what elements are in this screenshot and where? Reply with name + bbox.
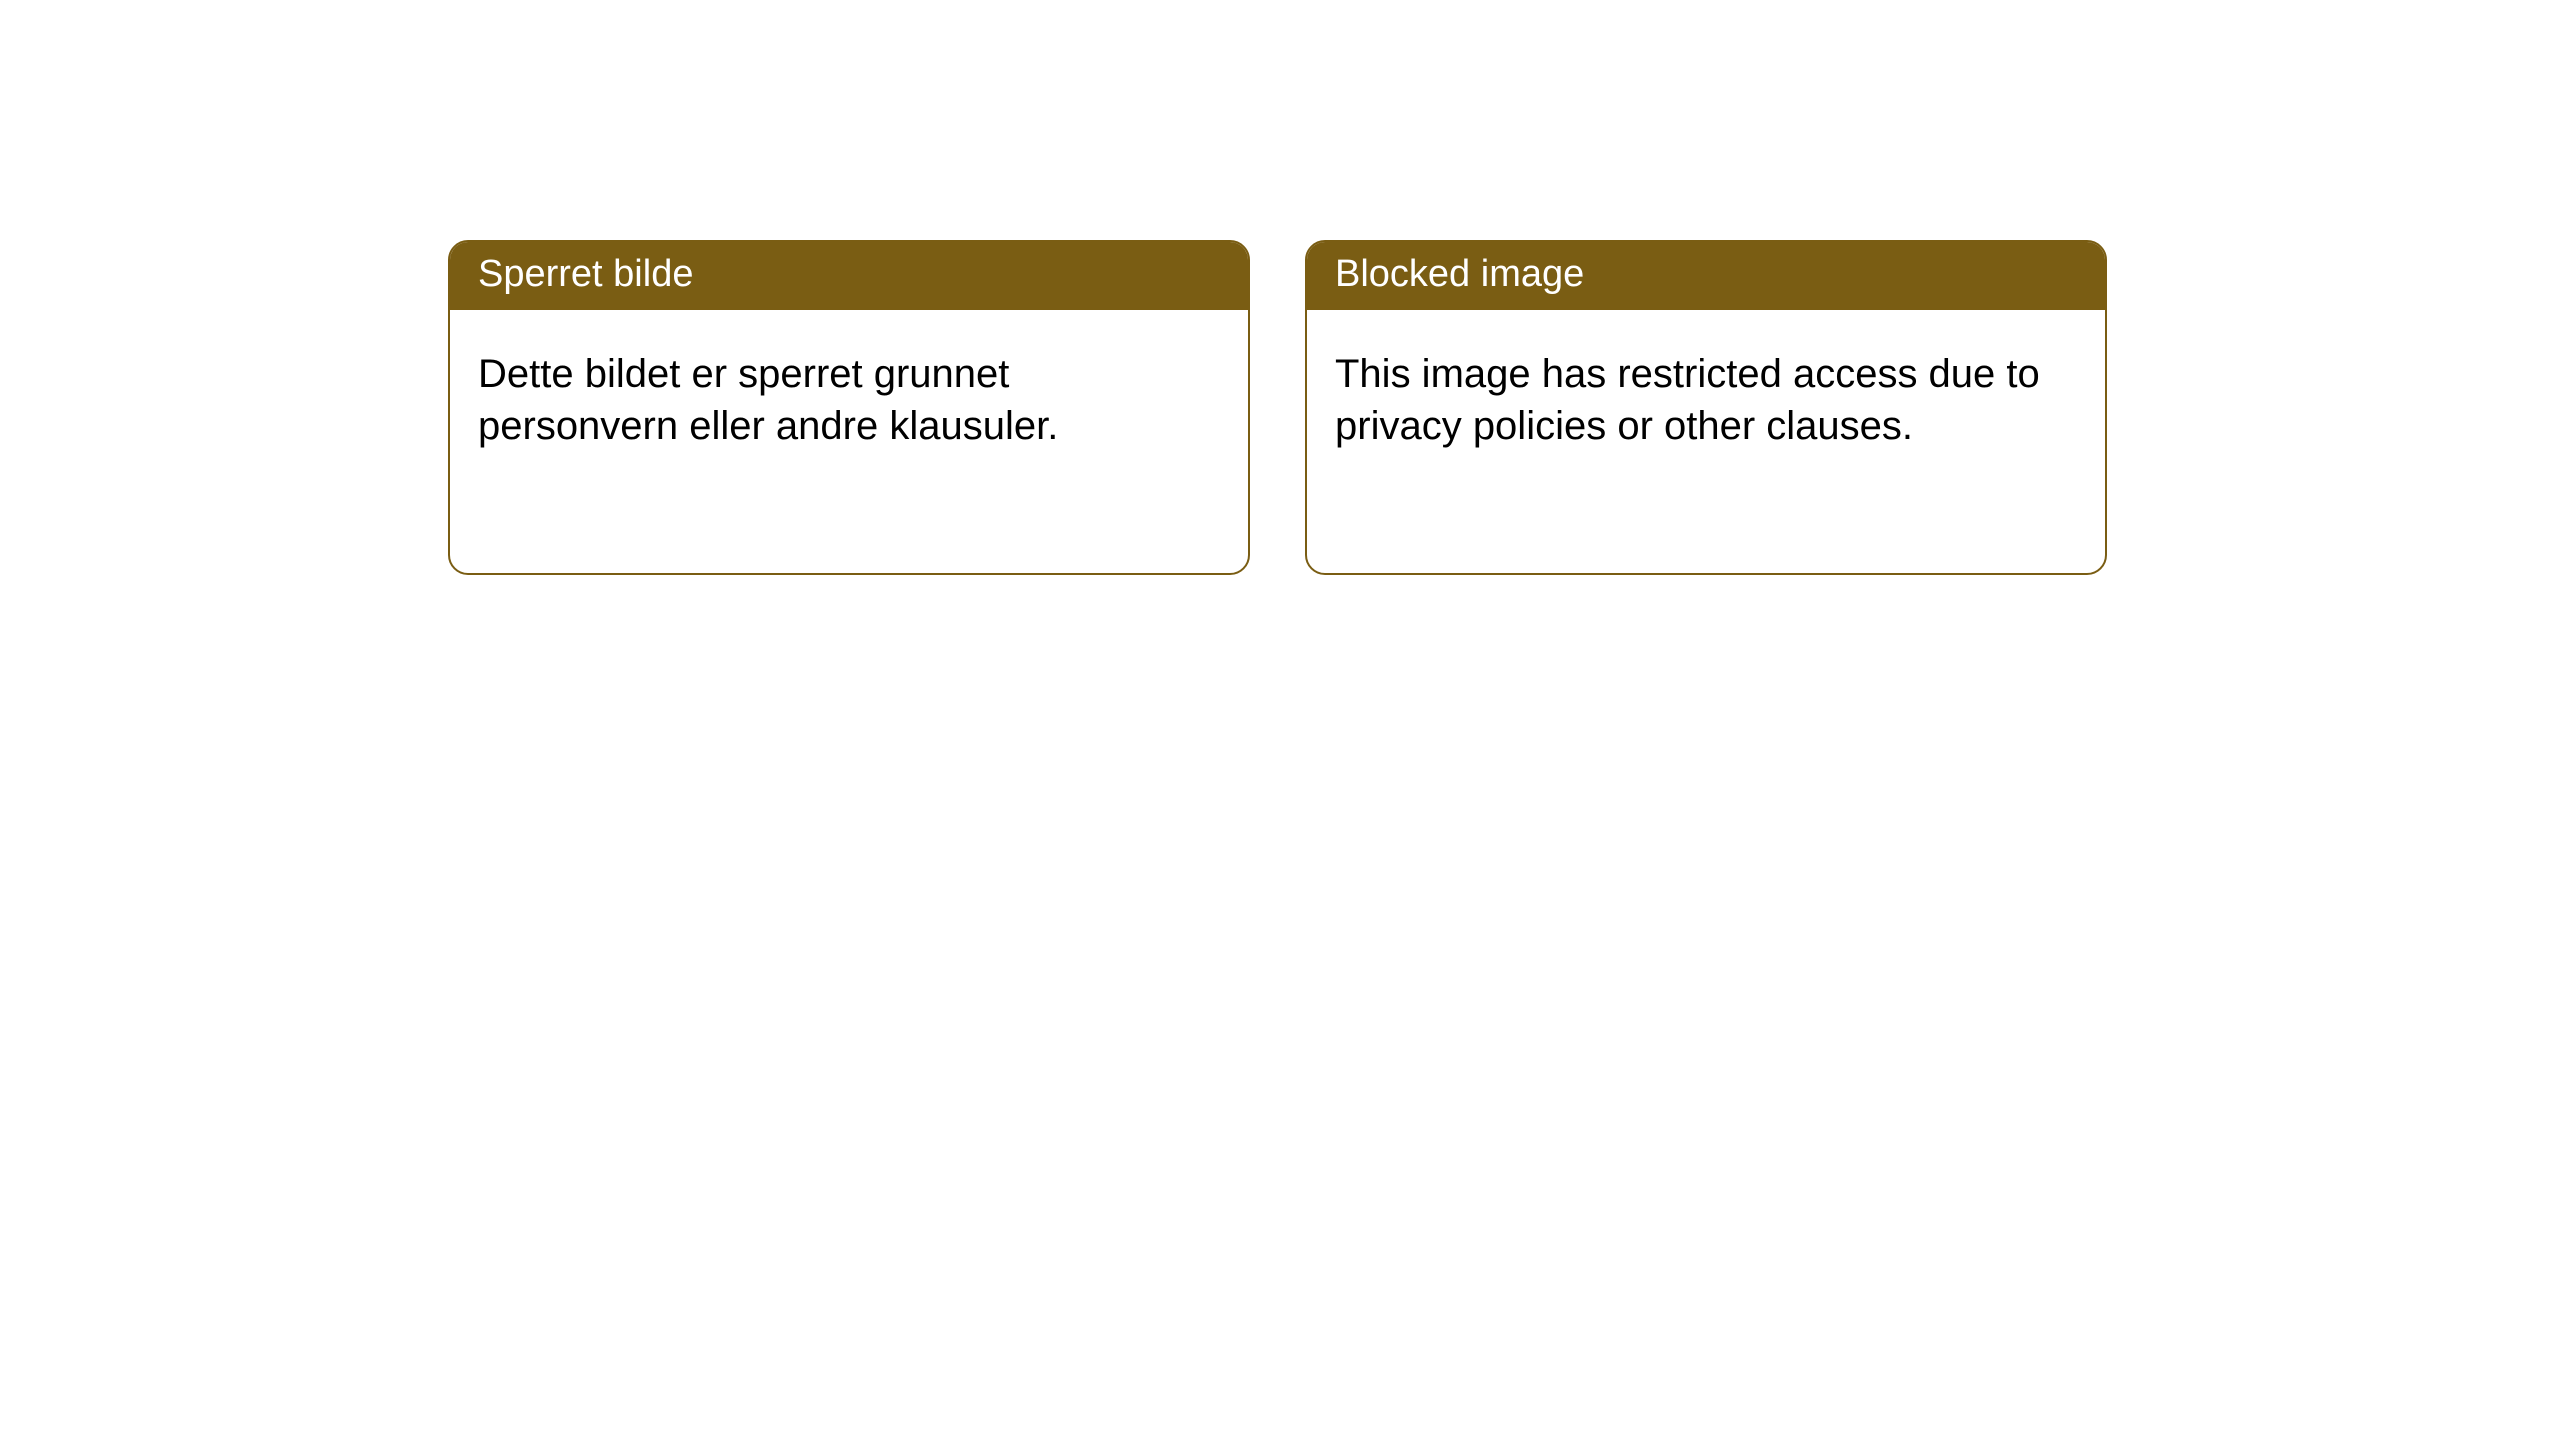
blocked-image-card-no: Sperret bilde Dette bildet er sperret gr… (448, 240, 1250, 575)
card-row: Sperret bilde Dette bildet er sperret gr… (0, 0, 2560, 575)
blocked-image-card-en: Blocked image This image has restricted … (1305, 240, 2107, 575)
card-header: Blocked image (1307, 242, 2105, 310)
card-body-text: Dette bildet er sperret grunnet personve… (478, 352, 1058, 448)
card-body-text: This image has restricted access due to … (1335, 352, 2040, 448)
card-body: This image has restricted access due to … (1307, 310, 2105, 480)
card-body: Dette bildet er sperret grunnet personve… (450, 310, 1248, 480)
card-title: Blocked image (1335, 253, 1584, 295)
card-title: Sperret bilde (478, 253, 693, 295)
card-header: Sperret bilde (450, 242, 1248, 310)
